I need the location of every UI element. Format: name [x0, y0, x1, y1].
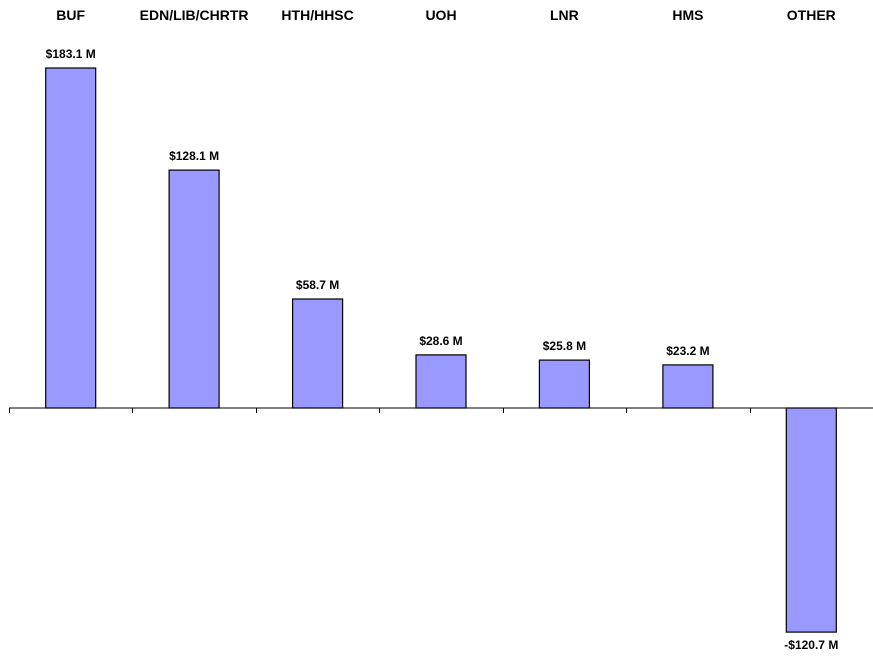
bar-edn-lib-chrtr	[168, 169, 220, 409]
data-label: $58.7 M	[296, 278, 339, 292]
bar-lnr	[538, 359, 591, 409]
category-label: HTH/HHSC	[281, 7, 353, 23]
bar-uoh	[415, 354, 467, 409]
category-label: BUF	[56, 7, 85, 23]
data-label: $128.1 M	[169, 149, 219, 163]
bar-other	[785, 407, 837, 633]
category-label: HMS	[672, 7, 703, 23]
bar-hms	[662, 364, 714, 409]
category-label: EDN/LIB/CHRTR	[140, 7, 249, 23]
bar-buf	[45, 67, 97, 409]
category-label: OTHER	[787, 7, 836, 23]
category-labels: BUF EDN/LIB/CHRTR HTH/HHSC UOH LNR HMS OTHER	[56, 7, 835, 23]
data-label: -$120.7 M	[784, 638, 838, 652]
category-label: LNR	[550, 7, 579, 23]
data-label: $25.8 M	[543, 339, 586, 353]
bar-hth-hhsc	[292, 298, 344, 409]
data-label: $23.2 M	[666, 344, 709, 358]
category-label: UOH	[425, 7, 456, 23]
bars-layer	[45, 67, 837, 633]
data-label: $183.1 M	[46, 47, 96, 61]
axis-ticks	[9, 408, 751, 413]
data-label: $28.6 M	[419, 334, 462, 348]
data-labels: $183.1 M $128.1 M $58.7 M $28.6 M $25.8 M $23…	[46, 47, 839, 652]
